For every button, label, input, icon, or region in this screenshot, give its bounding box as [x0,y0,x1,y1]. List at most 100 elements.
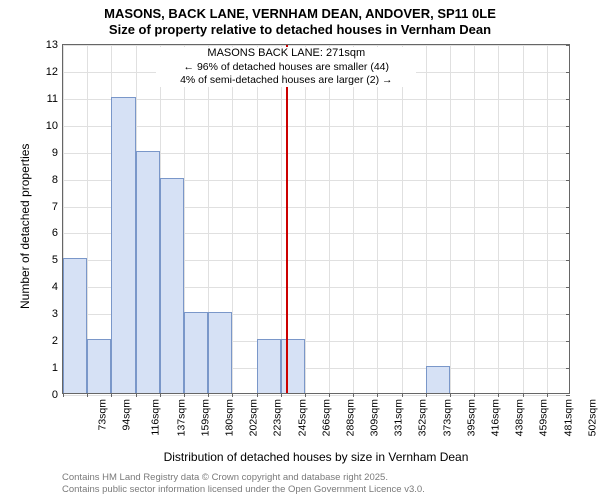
footer-line2: Contains public sector information licen… [62,484,425,496]
x-tick-label: 137sqm [173,399,187,436]
annotation-line1: ← 96% of detached houses are smaller (44… [156,61,416,74]
y-tick-mark [566,180,570,181]
x-tick-mark [450,393,451,397]
x-tick-mark [87,393,88,397]
footer-line1: Contains HM Land Registry data © Crown c… [62,472,425,484]
histogram-bar [136,151,160,393]
x-tick-label: 352sqm [415,399,429,436]
x-tick-label: 459sqm [536,399,550,436]
y-axis-label: Number of detached properties [18,144,32,309]
x-tick-label: 94sqm [119,399,133,431]
y-tick-mark [566,287,570,288]
y-gridline [63,126,569,127]
x-tick-label: 266sqm [318,399,332,436]
x-tick-mark [281,393,282,397]
x-tick-mark [353,393,354,397]
y-gridline [63,45,569,46]
y-tick-label: 9 [35,147,63,159]
x-gridline [305,45,306,393]
y-gridline [63,99,569,100]
y-tick-mark [566,314,570,315]
annotation-box: MASONS BACK LANE: 271sqm← 96% of detache… [156,47,416,87]
x-gridline [523,45,524,393]
chart-title: MASONS, BACK LANE, VERNHAM DEAN, ANDOVER… [0,0,600,37]
histogram-bar [426,366,450,393]
x-tick-mark [160,393,161,397]
y-tick-mark [566,45,570,46]
y-tick-mark [566,260,570,261]
y-tick-label: 3 [35,308,63,320]
histogram-bar [184,312,208,393]
y-tick-label: 7 [35,201,63,213]
x-tick-mark [257,393,258,397]
x-tick-label: 481sqm [560,399,574,436]
x-tick-label: 416sqm [487,399,501,436]
y-tick-label: 4 [35,281,63,293]
y-tick-mark [566,99,570,100]
plot-area: 01234567891011121373sqm94sqm116sqm137sqm… [62,44,570,394]
y-tick-label: 8 [35,174,63,186]
y-tick-mark [566,395,570,396]
y-tick-mark [566,341,570,342]
x-gridline [474,45,475,393]
histogram-bar [208,312,232,393]
x-tick-mark [63,393,64,397]
x-tick-label: 502sqm [584,399,598,436]
x-tick-mark [305,393,306,397]
x-tick-mark [329,393,330,397]
footer-attribution: Contains HM Land Registry data © Crown c… [62,472,425,496]
y-tick-label: 2 [35,335,63,347]
y-tick-label: 1 [35,362,63,374]
y-gridline [63,395,569,396]
x-tick-mark [136,393,137,397]
x-gridline [377,45,378,393]
histogram-bar [111,97,135,393]
x-tick-label: 116sqm [148,399,162,436]
x-tick-mark [402,393,403,397]
histogram-bar [87,339,111,393]
y-tick-label: 6 [35,227,63,239]
property-marker-line [286,45,288,393]
histogram-bar [160,178,184,393]
x-gridline [547,45,548,393]
title-line1: MASONS, BACK LANE, VERNHAM DEAN, ANDOVER… [0,6,600,21]
x-gridline [450,45,451,393]
y-tick-mark [566,72,570,73]
x-gridline [402,45,403,393]
y-tick-mark [566,233,570,234]
x-tick-mark [498,393,499,397]
y-tick-mark [566,126,570,127]
x-gridline [232,45,233,393]
x-gridline [426,45,427,393]
x-tick-mark [111,393,112,397]
x-tick-mark [474,393,475,397]
x-tick-label: 180sqm [221,399,235,436]
y-tick-mark [566,153,570,154]
x-tick-label: 373sqm [439,399,453,436]
x-axis-label: Distribution of detached houses by size … [62,450,570,464]
x-tick-label: 223sqm [270,399,284,436]
title-line2: Size of property relative to detached ho… [0,22,600,37]
x-tick-label: 309sqm [366,399,380,436]
x-tick-mark [232,393,233,397]
x-tick-label: 245sqm [294,399,308,436]
histogram-bar [63,258,87,393]
x-tick-mark [426,393,427,397]
x-tick-label: 395sqm [463,399,477,436]
x-tick-mark [208,393,209,397]
y-tick-mark [566,368,570,369]
x-tick-label: 202sqm [246,399,260,436]
x-tick-label: 288sqm [342,399,356,436]
histogram-bar [257,339,281,393]
x-tick-mark [184,393,185,397]
annotation-title: MASONS BACK LANE: 271sqm [156,47,416,61]
y-tick-label: 10 [35,120,63,132]
x-tick-label: 331sqm [391,399,405,436]
x-tick-mark [523,393,524,397]
x-gridline [498,45,499,393]
y-tick-label: 11 [35,93,63,105]
y-tick-label: 12 [35,66,63,78]
x-tick-label: 73sqm [95,399,109,431]
y-tick-label: 5 [35,254,63,266]
y-tick-label: 13 [35,39,63,51]
